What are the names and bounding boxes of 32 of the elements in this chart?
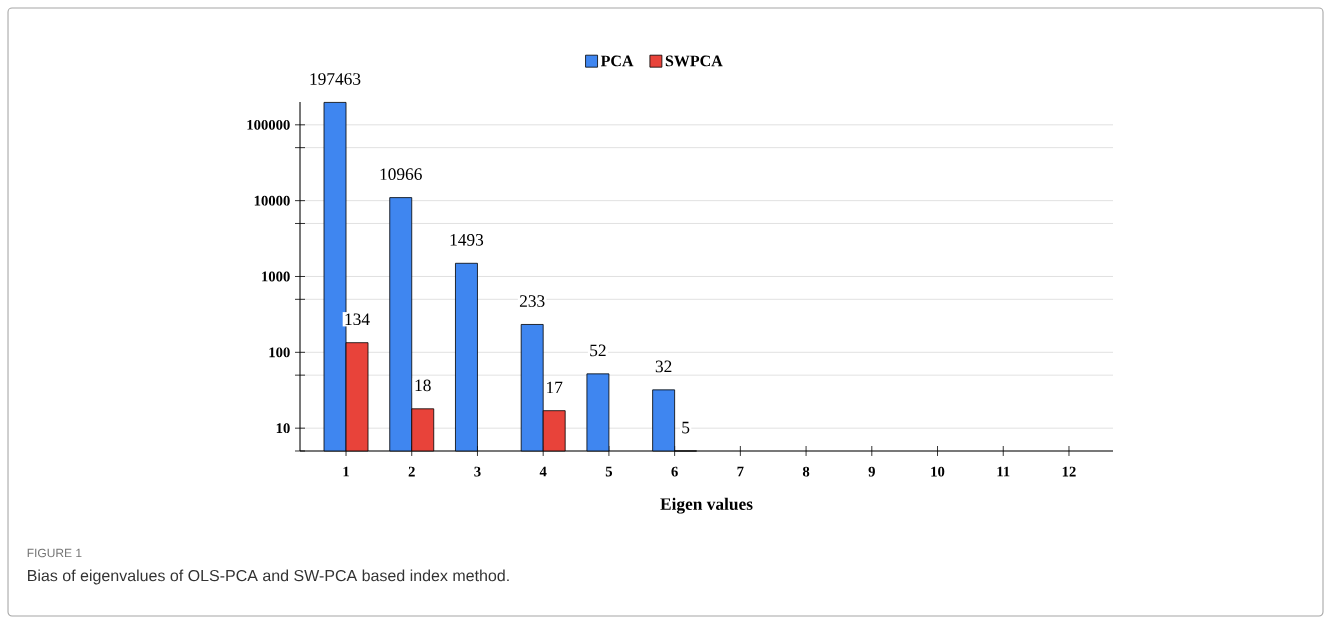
data-label: 32 [655, 360, 672, 373]
data-label: 17 [547, 381, 563, 394]
x-tick-label: 1 [343, 466, 349, 477]
data-label: 233 [519, 295, 545, 307]
y-tick-label: 1000 [262, 271, 290, 282]
legend-label: SWPCA [665, 55, 723, 67]
x-axis-title: Eigen values [660, 497, 753, 514]
y-tick-label: 100 [269, 347, 290, 358]
x-tick-label: 4 [539, 466, 547, 477]
x-tick-label: 8 [802, 466, 810, 477]
caption: FIGURE 1 [27, 548, 82, 558]
y-tick-label: 100000 [247, 119, 290, 130]
data-label: 134 [345, 313, 370, 326]
x-tick-label: 9 [868, 466, 875, 477]
y-tick-label: 10000 [254, 195, 290, 206]
data-label: 18 [415, 379, 431, 392]
x-tick-label: 11 [997, 466, 1010, 477]
data-label: 10966 [380, 168, 422, 181]
text: Bias of eigenvalues of OLS-PCA and SW-PCA based index method. [28, 569, 509, 585]
x-tick-label: 5 [605, 466, 613, 477]
data-label: 197463 [310, 73, 361, 85]
x-tick-label: 12 [1062, 466, 1076, 477]
x-tick-label: 2 [408, 466, 415, 477]
data-label: 52 [590, 344, 606, 357]
x-tick-label: 6 [671, 466, 678, 477]
legend-label: PCA [600, 55, 634, 67]
data-label: 1493 [450, 234, 484, 246]
x-tick-label: 7 [737, 466, 744, 477]
data-label: 5 [682, 421, 690, 434]
y-tick-label: 10 [276, 423, 290, 434]
x-tick-label: 3 [474, 466, 481, 477]
x-tick-label: 10 [931, 466, 945, 477]
